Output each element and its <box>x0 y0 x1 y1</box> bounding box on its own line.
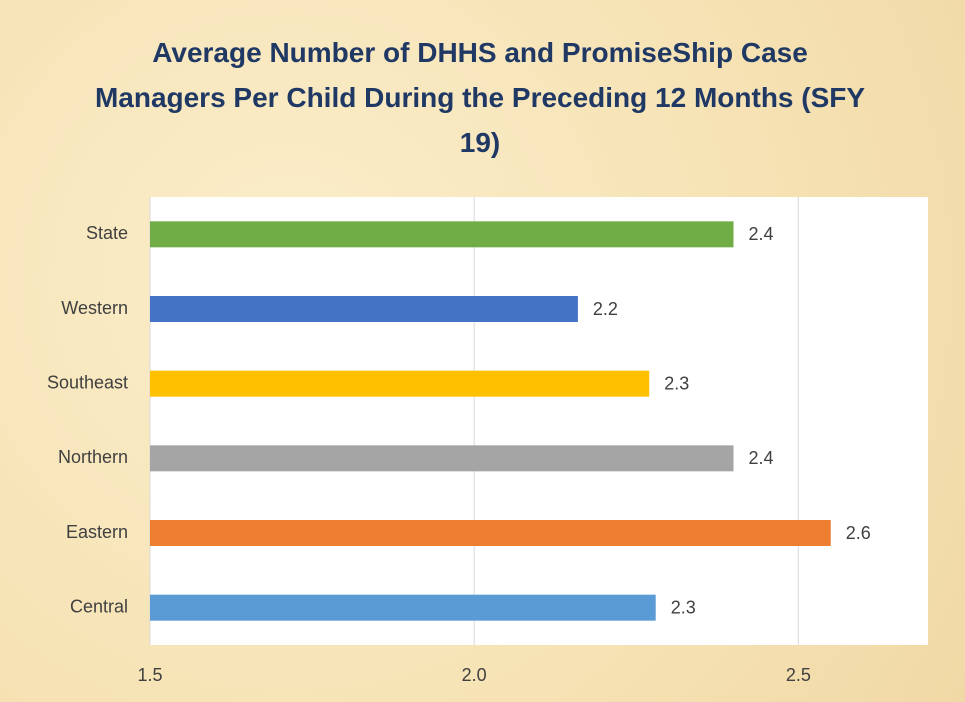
data-label: 2.3 <box>664 373 689 393</box>
bar <box>150 445 734 472</box>
y-tick-label: Western <box>61 298 128 318</box>
bar <box>150 221 734 248</box>
bar <box>150 594 656 621</box>
data-label: 2.4 <box>749 224 774 244</box>
bar <box>150 296 578 322</box>
plot-area <box>150 197 928 645</box>
y-tick-label: Central <box>70 596 128 616</box>
data-label: 2.4 <box>749 448 774 468</box>
x-tick-label: 2.5 <box>786 665 811 685</box>
bar <box>150 370 650 397</box>
x-tick-label: 2.0 <box>462 665 487 685</box>
y-tick-label: State <box>86 223 128 243</box>
data-label: 2.6 <box>846 523 871 543</box>
y-tick-label: Eastern <box>66 522 128 542</box>
data-label: 2.3 <box>671 597 696 617</box>
y-tick-label: Southeast <box>47 372 128 392</box>
x-tick-label: 1.5 <box>137 665 162 685</box>
y-tick-label: Northern <box>58 447 128 467</box>
data-label: 2.2 <box>593 299 618 319</box>
bar <box>150 520 831 546</box>
chart-title: Average Number of DHHS and PromiseShip C… <box>94 37 866 158</box>
